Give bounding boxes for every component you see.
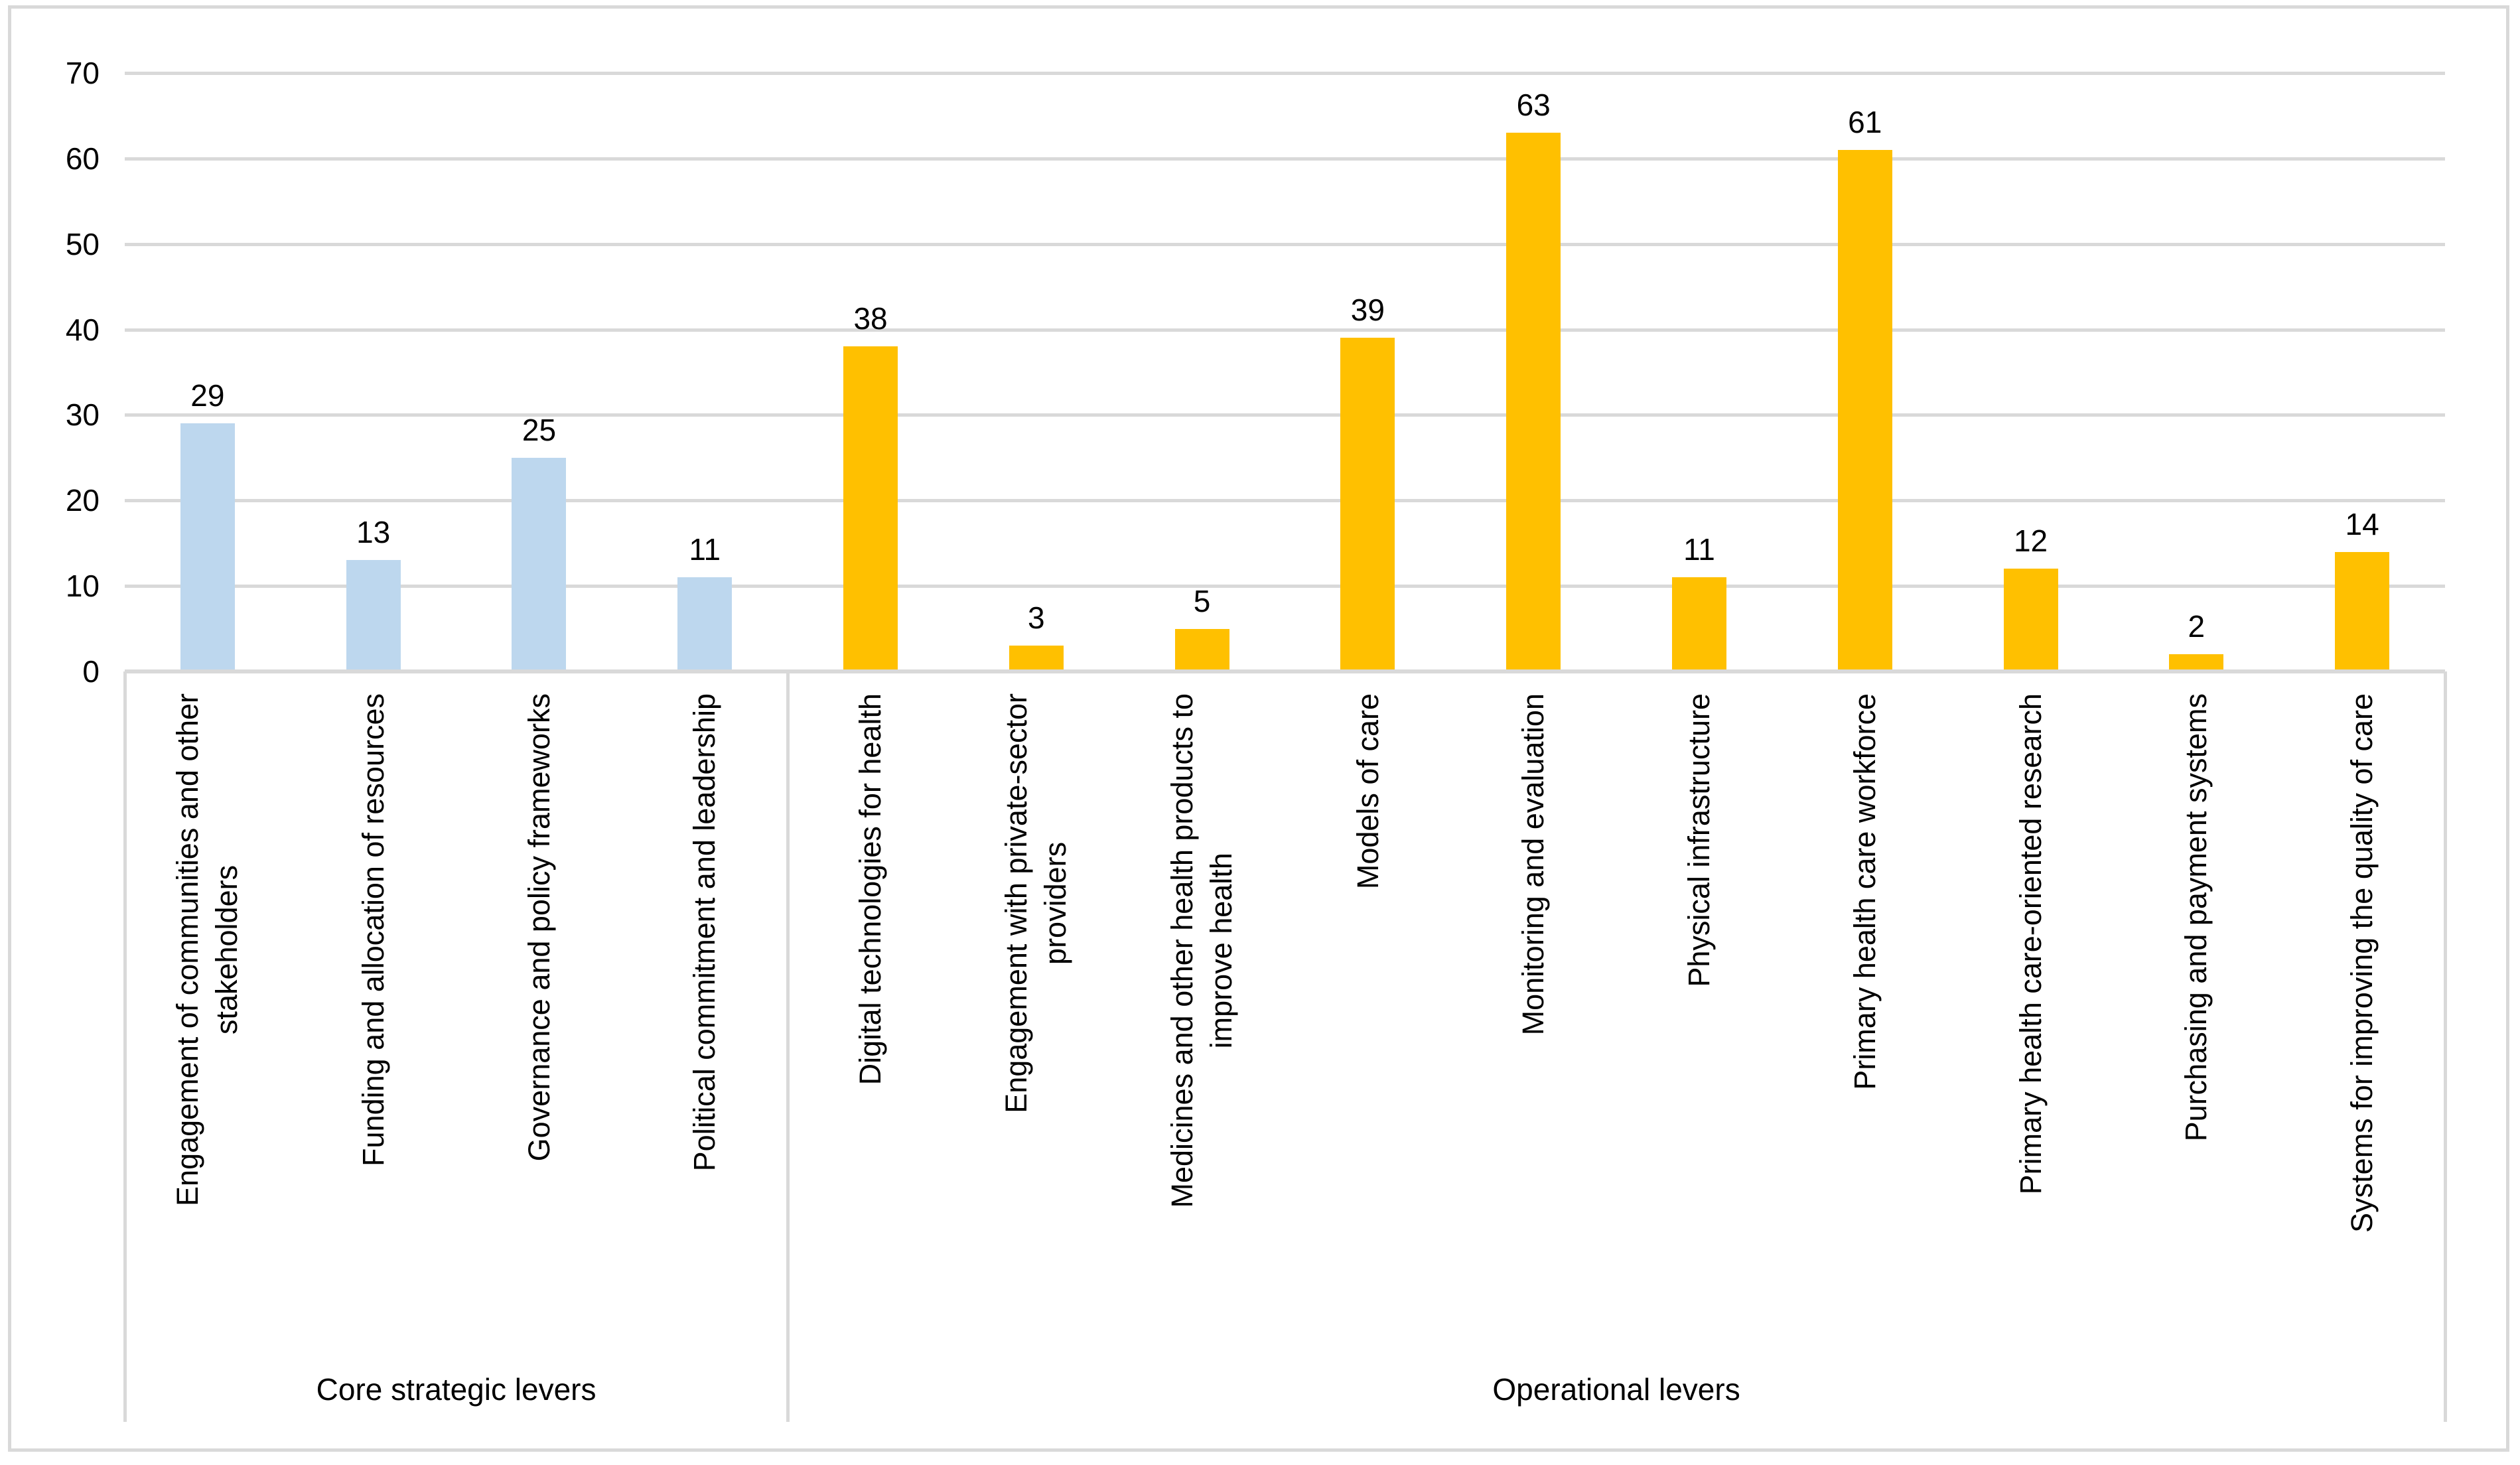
y-axis-tick-label: 10 <box>65 569 100 604</box>
group-label-core-strategic-levers: Core strategic levers <box>316 1372 596 1407</box>
bar-value-label: 12 <box>2013 523 2048 559</box>
category-label-text: Engagement of communities and other stak… <box>171 693 244 1206</box>
bar <box>677 577 733 671</box>
bar <box>1506 133 1561 671</box>
bar <box>1009 646 1064 671</box>
gridline-20 <box>125 499 2445 503</box>
bar <box>843 346 898 671</box>
y-axis-tick-label: 30 <box>65 397 100 433</box>
category-label: Digital technologies for health <box>788 693 953 1354</box>
bar-value-label: 2 <box>2188 609 2205 644</box>
gridline-70 <box>125 72 2445 75</box>
bar-value-label: 29 <box>190 378 225 413</box>
category-label-text: Digital technologies for health <box>853 693 887 1085</box>
category-label-rotated-text: Primary health care-oriented research <box>1948 693 2114 1354</box>
category-label-rotated-text: Medicines and other health products to i… <box>1119 693 1285 1354</box>
bar-value-label: 25 <box>522 412 557 447</box>
category-label-rotated-text: Governance and policy frameworks <box>456 693 622 1354</box>
category-label: Primary health care workforce <box>1782 693 1948 1354</box>
y-axis-tick-label: 60 <box>65 141 100 176</box>
category-label-text: Primary health care-oriented research <box>2013 693 2048 1195</box>
category-label: Physical infrastructure <box>1616 693 1782 1354</box>
category-label-text: Physical infrastructure <box>1681 693 1716 987</box>
category-label: Engagement of communities and other stak… <box>125 693 291 1354</box>
category-label-text: Monitoring and evaluation <box>1515 693 1550 1036</box>
category-label-text: Purchasing and payment systems <box>2179 693 2213 1142</box>
category-label-rotated-text: Engagement of communities and other stak… <box>125 693 291 1354</box>
y-axis-tick-label: 40 <box>65 312 100 347</box>
bar <box>2003 569 2058 671</box>
bar-value-label: 38 <box>853 301 888 336</box>
bar <box>1340 338 1395 671</box>
category-label-text: Primary health care workforce <box>1847 693 1882 1090</box>
gridline-30 <box>125 413 2445 417</box>
bar-value-label: 11 <box>1683 532 1715 567</box>
gridline-60 <box>125 157 2445 161</box>
y-axis-tick-label: 20 <box>65 483 100 518</box>
group-divider-line <box>786 671 790 1422</box>
category-label: Models of care <box>1285 693 1451 1354</box>
category-label: Primary health care-oriented research <box>1948 693 2114 1354</box>
label-area-border-line <box>2444 671 2447 1422</box>
bar <box>512 457 567 671</box>
category-label-rotated-text: Purchasing and payment systems <box>2113 693 2279 1354</box>
gridline-10 <box>125 585 2445 589</box>
bar <box>180 423 235 671</box>
category-label-rotated-text: Funding and allocation of resources <box>291 693 456 1354</box>
category-label: Systems for improving the quality of car… <box>2279 693 2445 1354</box>
category-label-rotated-text: Systems for improving the quality of car… <box>2279 693 2445 1354</box>
category-label-rotated-text: Monitoring and evaluation <box>1450 693 1616 1354</box>
category-label: Monitoring and evaluation <box>1450 693 1616 1354</box>
category-label-text: Medicines and other health products to i… <box>1165 693 1238 1208</box>
bar-value-label: 39 <box>1350 293 1385 328</box>
category-label-rotated-text: Digital technologies for health <box>788 693 953 1354</box>
category-label-text: Systems for improving the quality of car… <box>2344 693 2379 1233</box>
gridline-50 <box>125 242 2445 246</box>
category-label-rotated-text: Models of care <box>1285 693 1451 1354</box>
gridline-40 <box>125 328 2445 332</box>
category-label-text: Governance and policy frameworks <box>522 693 556 1162</box>
category-label: Medicines and other health products to i… <box>1119 693 1285 1354</box>
category-label-rotated-text: Political commitment and leadership <box>622 693 788 1354</box>
bar-value-label: 5 <box>1193 583 1211 618</box>
bar <box>346 560 401 671</box>
category-label-text: Political commitment and leadership <box>687 693 721 1172</box>
category-label-rotated-text: Physical infrastructure <box>1616 693 1782 1354</box>
category-label-rotated-text: Engagement with private-sector providers <box>953 693 1119 1354</box>
bar-value-label: 11 <box>689 532 721 567</box>
label-area-border-line <box>123 671 127 1422</box>
group-label-operational-levers: Operational levers <box>1492 1372 1740 1407</box>
bar-value-label: 61 <box>1848 104 1882 139</box>
bar <box>1671 577 1726 671</box>
bar-value-label: 3 <box>1028 600 1045 636</box>
category-label-text: Funding and allocation of resources <box>356 693 390 1166</box>
y-axis-tick-label: 50 <box>65 226 100 261</box>
bar-value-label: 63 <box>1516 88 1551 123</box>
category-label-text: Models of care <box>1350 693 1385 890</box>
category-label: Governance and policy frameworks <box>456 693 622 1354</box>
bar <box>1837 149 1892 671</box>
bar <box>2169 654 2224 671</box>
category-label: Engagement with private-sector providers <box>953 693 1119 1354</box>
category-label-rotated-text: Primary health care workforce <box>1782 693 1948 1354</box>
category-label: Political commitment and leadership <box>622 693 788 1354</box>
category-label: Funding and allocation of resources <box>291 693 456 1354</box>
category-label-text: Engagement with private-sector providers <box>999 693 1072 1113</box>
bar-value-label: 14 <box>2345 506 2379 541</box>
y-axis-tick-label: 0 <box>82 654 100 689</box>
y-axis-tick-label: 70 <box>65 56 100 90</box>
bar-value-label: 13 <box>356 515 391 550</box>
bar <box>1174 628 1229 671</box>
bar <box>2335 551 2390 671</box>
x-axis-line <box>125 669 2445 673</box>
category-label: Purchasing and payment systems <box>2113 693 2279 1354</box>
